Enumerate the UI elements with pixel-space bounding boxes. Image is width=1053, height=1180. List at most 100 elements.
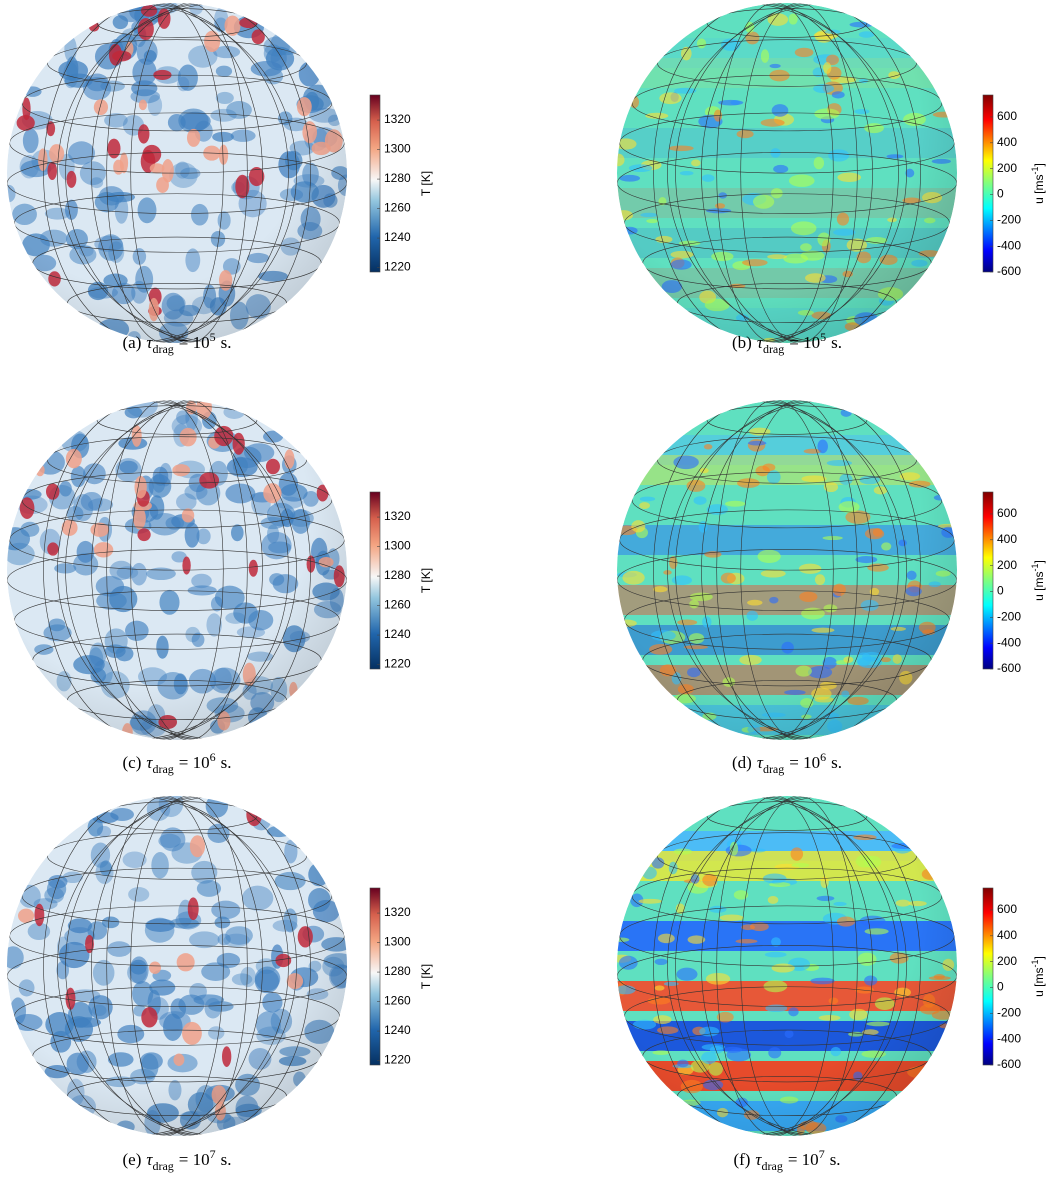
colorbar bbox=[982, 491, 994, 670]
colorbar-tick-label: -200 bbox=[997, 609, 1021, 623]
colorbar-label: T [K] bbox=[419, 171, 433, 196]
colorbar-label: T [K] bbox=[419, 964, 433, 989]
caption: (c) τdrag = 106 s. bbox=[122, 750, 231, 776]
caption: (a) τdrag = 105 s. bbox=[122, 330, 231, 356]
colorbar-tick-label: -400 bbox=[997, 635, 1021, 649]
caption-label: (c) bbox=[122, 753, 141, 772]
panel: -600 -400 -200 0 200 400 600 u [ms-1] (f) τdrag = … bbox=[617, 796, 1046, 1173]
colorbar-tick-label: -200 bbox=[997, 1005, 1021, 1019]
colorbar-label-text: u [ms bbox=[1032, 572, 1046, 601]
colorbar-tick-label: 1300 bbox=[384, 539, 411, 553]
colorbar-label-end: ] bbox=[1032, 163, 1046, 166]
globe bbox=[617, 3, 957, 343]
caption-label: (b) bbox=[732, 333, 752, 352]
colorbar bbox=[982, 94, 994, 273]
colorbar-tick-label: 200 bbox=[997, 558, 1017, 572]
colorbar-tick-label: -600 bbox=[997, 264, 1021, 278]
globe bbox=[617, 796, 957, 1136]
colorbar-tick-label: 1240 bbox=[384, 627, 411, 641]
colorbar-label-sup: -1 bbox=[1030, 166, 1040, 174]
colorbar-tick-label: 1220 bbox=[384, 657, 411, 671]
panel: 1220 1240 1260 1280 1300 1320 T [K] (e) τdrag = 1… bbox=[7, 796, 433, 1173]
globe bbox=[7, 3, 347, 343]
colorbar-tick-label: 0 bbox=[997, 584, 1004, 598]
globe bbox=[7, 796, 347, 1136]
caption-base: = 10 bbox=[179, 333, 210, 352]
colorbar-tick-label: 600 bbox=[997, 902, 1017, 916]
caption-symbol: τ bbox=[757, 333, 764, 352]
colorbar-tick-label: -600 bbox=[997, 1057, 1021, 1071]
colorbar-label: u [ms-1] bbox=[1030, 956, 1046, 997]
colorbar-tick-label: 1260 bbox=[384, 201, 411, 215]
colorbar-tick-label: 1320 bbox=[384, 112, 411, 126]
caption: (e) τdrag = 107 s. bbox=[122, 1147, 231, 1173]
caption-label: (a) bbox=[122, 333, 141, 352]
colorbar-label-end: ] bbox=[1032, 956, 1046, 959]
colorbar-tick-label: -400 bbox=[997, 1031, 1021, 1045]
globe bbox=[7, 400, 347, 740]
caption-unit: s. bbox=[830, 1150, 841, 1169]
colorbar bbox=[369, 491, 381, 670]
colorbar-tick-label: 0 bbox=[997, 187, 1004, 201]
colorbar-tick-label: 1280 bbox=[384, 171, 411, 185]
caption-exp: 6 bbox=[210, 750, 216, 764]
colorbar-label-sup: -1 bbox=[1030, 563, 1040, 571]
caption: (f) τdrag = 107 s. bbox=[733, 1147, 840, 1173]
colorbar-tick-label: 1320 bbox=[384, 509, 411, 523]
globe bbox=[617, 400, 957, 740]
colorbar-tick-label: 1260 bbox=[384, 598, 411, 612]
colorbar-tick-label: 600 bbox=[997, 506, 1017, 520]
caption-sub: drag bbox=[152, 342, 173, 356]
caption-base: = 10 bbox=[789, 753, 820, 772]
colorbar-tick-label: 200 bbox=[997, 161, 1017, 175]
colorbar-tick-label: 1300 bbox=[384, 935, 411, 949]
caption-label: (e) bbox=[122, 1150, 141, 1169]
colorbar-label-sup: -1 bbox=[1030, 959, 1040, 967]
caption-unit: s. bbox=[221, 333, 232, 352]
colorbar-label-text: u [ms bbox=[1032, 968, 1046, 997]
colorbar-label-text: T [K] bbox=[419, 964, 433, 989]
caption-label: (f) bbox=[733, 1150, 750, 1169]
caption-exp: 5 bbox=[210, 330, 216, 344]
caption-unit: s. bbox=[221, 1150, 232, 1169]
caption: (d) τdrag = 106 s. bbox=[732, 750, 842, 776]
panel: -600 -400 -200 0 200 400 600 u [ms-1] (b) τdrag = … bbox=[617, 3, 1046, 356]
caption-base: = 10 bbox=[179, 753, 210, 772]
colorbar-label-end: ] bbox=[1032, 560, 1046, 563]
globe-shade bbox=[617, 796, 957, 1136]
colorbar bbox=[982, 887, 994, 1066]
globe-shade bbox=[7, 3, 347, 343]
colorbar-tick-label: 1260 bbox=[384, 994, 411, 1008]
caption: (b) τdrag = 105 s. bbox=[732, 330, 842, 356]
colorbar-tick-label: 1280 bbox=[384, 568, 411, 582]
panel: 1220 1240 1260 1280 1300 1320 T [K] (a) τdrag = 1… bbox=[7, 3, 433, 356]
panel: -600 -400 -200 0 200 400 600 u [ms-1] (d) τdrag = … bbox=[617, 400, 1046, 776]
caption-base: = 10 bbox=[788, 1150, 819, 1169]
colorbar-tick-label: 400 bbox=[997, 928, 1017, 942]
caption-sub: drag bbox=[763, 762, 784, 776]
caption-exp: 7 bbox=[819, 1147, 825, 1161]
globe-shade bbox=[7, 400, 347, 740]
colorbar-tick-label: 1240 bbox=[384, 1023, 411, 1037]
colorbar-tick-label: 200 bbox=[997, 954, 1017, 968]
colorbar-tick-label: 0 bbox=[997, 980, 1004, 994]
colorbar-tick-label: 1300 bbox=[384, 142, 411, 156]
colorbar bbox=[369, 887, 381, 1066]
caption-sub: drag bbox=[152, 1159, 173, 1173]
caption-symbol: τ bbox=[146, 1150, 153, 1169]
caption-sub: drag bbox=[762, 1159, 783, 1173]
caption-unit: s. bbox=[831, 753, 842, 772]
caption-sub: drag bbox=[152, 762, 173, 776]
caption-label: (d) bbox=[732, 753, 752, 772]
panel: 1220 1240 1260 1280 1300 1320 T [K] (c) τdrag = 1… bbox=[7, 400, 433, 776]
caption-exp: 7 bbox=[210, 1147, 216, 1161]
caption-symbol: τ bbox=[757, 753, 764, 772]
caption-unit: s. bbox=[831, 333, 842, 352]
caption-sub: drag bbox=[763, 342, 784, 356]
colorbar-label: T [K] bbox=[419, 568, 433, 593]
colorbar-label-text: u [ms bbox=[1032, 175, 1046, 204]
colorbar-tick-label: 400 bbox=[997, 532, 1017, 546]
globe-shade bbox=[617, 3, 957, 343]
colorbar-tick-label: -400 bbox=[997, 238, 1021, 252]
caption-base: = 10 bbox=[179, 1150, 210, 1169]
